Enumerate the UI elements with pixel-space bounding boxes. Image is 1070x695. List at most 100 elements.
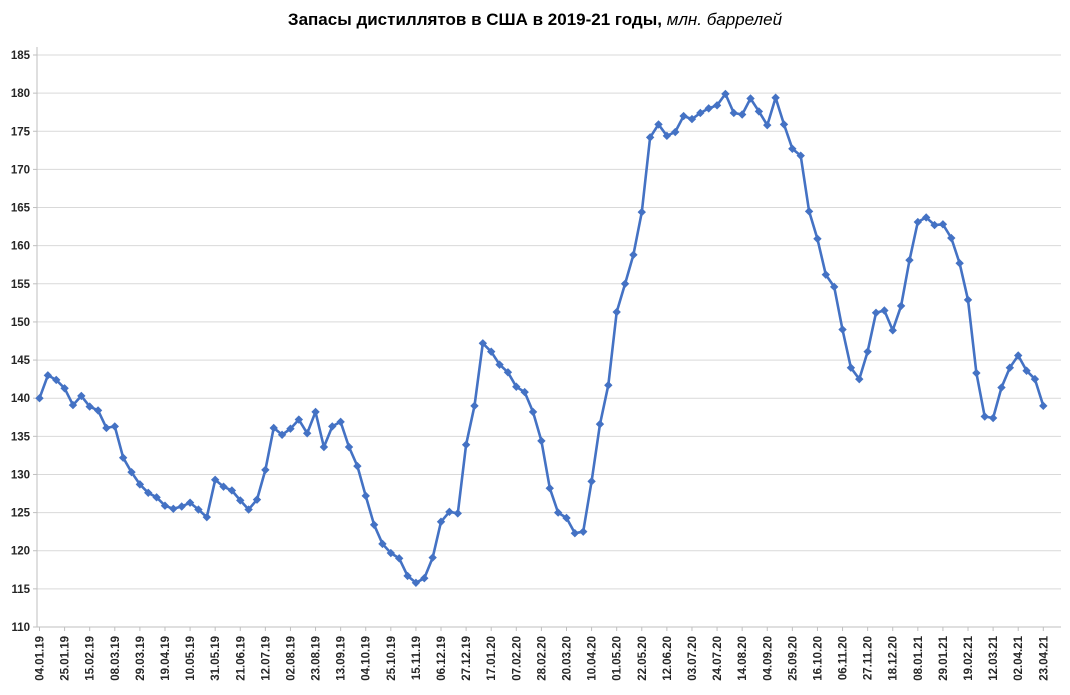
data-point-marker <box>779 120 789 129</box>
x-axis-label: 23.08.19 <box>311 636 323 681</box>
x-axis-label: 27.12.19 <box>461 636 473 681</box>
x-axis-label: 01.05.20 <box>612 636 624 681</box>
data-point-marker <box>963 295 973 305</box>
data-point-marker <box>43 371 53 380</box>
data-point-marker <box>595 419 605 429</box>
data-point-marker <box>947 233 956 243</box>
data-point-marker <box>980 412 989 421</box>
data-point-marker <box>52 375 61 385</box>
data-point-marker <box>888 326 897 335</box>
data-point-marker <box>637 207 646 217</box>
x-axis-label: 23.04.21 <box>1038 635 1050 680</box>
x-axis-label: 25.01.19 <box>60 636 72 681</box>
data-series-line <box>38 92 1045 585</box>
data-point-marker <box>930 220 939 230</box>
y-axis-label: 125 <box>11 508 31 520</box>
data-point-marker <box>286 424 295 433</box>
data-point-marker <box>169 504 178 513</box>
data-point-marker <box>185 498 195 507</box>
x-axis-label: 29.01.21 <box>938 635 950 680</box>
data-point-marker <box>846 363 856 372</box>
data-point-marker <box>311 407 320 417</box>
chart-title: Запасы дистиллятов в США в 2019-21 годы,… <box>0 10 1070 30</box>
x-axis-label: 10.05.19 <box>185 636 197 681</box>
data-point-marker <box>403 571 412 581</box>
data-point-marker <box>997 383 1006 392</box>
x-axis-label: 19.04.19 <box>160 636 172 681</box>
x-axis-label: 29.03.19 <box>135 636 147 681</box>
data-point-marker <box>461 440 471 449</box>
data-point-marker <box>210 475 220 485</box>
data-point-marker <box>746 94 755 103</box>
data-point-marker <box>336 417 345 427</box>
y-axis-label: 110 <box>11 622 30 634</box>
data-point-marker <box>721 89 730 99</box>
data-point-marker <box>604 381 613 390</box>
x-axis-label: 04.10.19 <box>361 636 373 681</box>
data-point-marker <box>428 553 437 562</box>
y-axis-label: 180 <box>11 88 30 100</box>
data-point-marker <box>1022 366 1031 375</box>
data-point-marker <box>77 391 86 401</box>
data-point-marker <box>896 301 906 311</box>
chart-title-main: Запасы дистиллятов в США в 2019-21 годы, <box>287 10 662 29</box>
data-point-marker <box>512 382 521 391</box>
data-point-marker <box>453 509 462 518</box>
data-point-marker <box>369 520 379 530</box>
data-point-marker <box>679 111 688 121</box>
data-point-marker <box>804 207 814 216</box>
data-point-marker <box>470 401 479 411</box>
data-point-marker <box>35 394 44 403</box>
data-point-marker <box>487 347 496 356</box>
x-axis-label: 02.08.19 <box>285 636 297 681</box>
data-point-marker <box>302 429 312 438</box>
data-point-marker <box>612 307 621 317</box>
data-point-marker <box>553 508 563 517</box>
x-axis-label: 07.02.20 <box>511 636 523 681</box>
data-point-marker <box>445 507 454 517</box>
chart-title-units: млн. баррелей <box>661 10 783 29</box>
data-point-marker <box>821 270 831 279</box>
data-point-marker <box>152 493 161 502</box>
data-point-marker <box>353 461 362 471</box>
data-point-marker <box>1039 401 1048 411</box>
data-point-marker <box>386 548 396 558</box>
y-axis-label: 120 <box>11 546 30 558</box>
data-point-marker <box>194 505 203 514</box>
data-point-marker <box>520 387 529 397</box>
data-point-marker <box>269 423 278 433</box>
data-point-marker <box>712 101 722 110</box>
x-axis-label: 25.10.19 <box>386 636 398 681</box>
y-axis-label: 140 <box>11 393 30 405</box>
data-point-marker <box>1030 374 1040 384</box>
x-axis-label: 20.03.20 <box>561 636 573 681</box>
data-point-marker <box>144 488 153 497</box>
data-point-marker <box>704 104 713 113</box>
data-point-marker <box>905 255 914 265</box>
data-point-marker <box>620 279 630 288</box>
data-point-marker <box>436 517 446 526</box>
data-point-marker <box>729 108 738 118</box>
y-axis-label: 145 <box>11 355 31 367</box>
data-point-marker <box>796 151 805 160</box>
data-point-marker <box>261 465 270 475</box>
data-point-marker <box>478 339 488 348</box>
y-axis-label: 160 <box>11 241 30 253</box>
data-point-marker <box>871 308 881 317</box>
data-point-marker <box>60 384 69 393</box>
data-point-marker <box>528 407 538 417</box>
data-point-marker <box>763 120 772 130</box>
x-axis-label: 08.03.19 <box>110 636 122 681</box>
data-point-marker <box>829 282 839 292</box>
data-point-marker <box>880 306 889 315</box>
x-axis-label: 21.06.19 <box>235 636 247 681</box>
data-point-marker <box>771 93 780 102</box>
data-point-marker <box>855 374 864 384</box>
x-axis-label: 12.07.19 <box>260 636 272 681</box>
data-point-marker <box>344 442 354 452</box>
data-point-marker <box>160 501 170 510</box>
y-axis-label: 165 <box>11 203 31 215</box>
y-axis-label: 170 <box>11 164 30 176</box>
data-point-marker <box>1005 363 1015 372</box>
